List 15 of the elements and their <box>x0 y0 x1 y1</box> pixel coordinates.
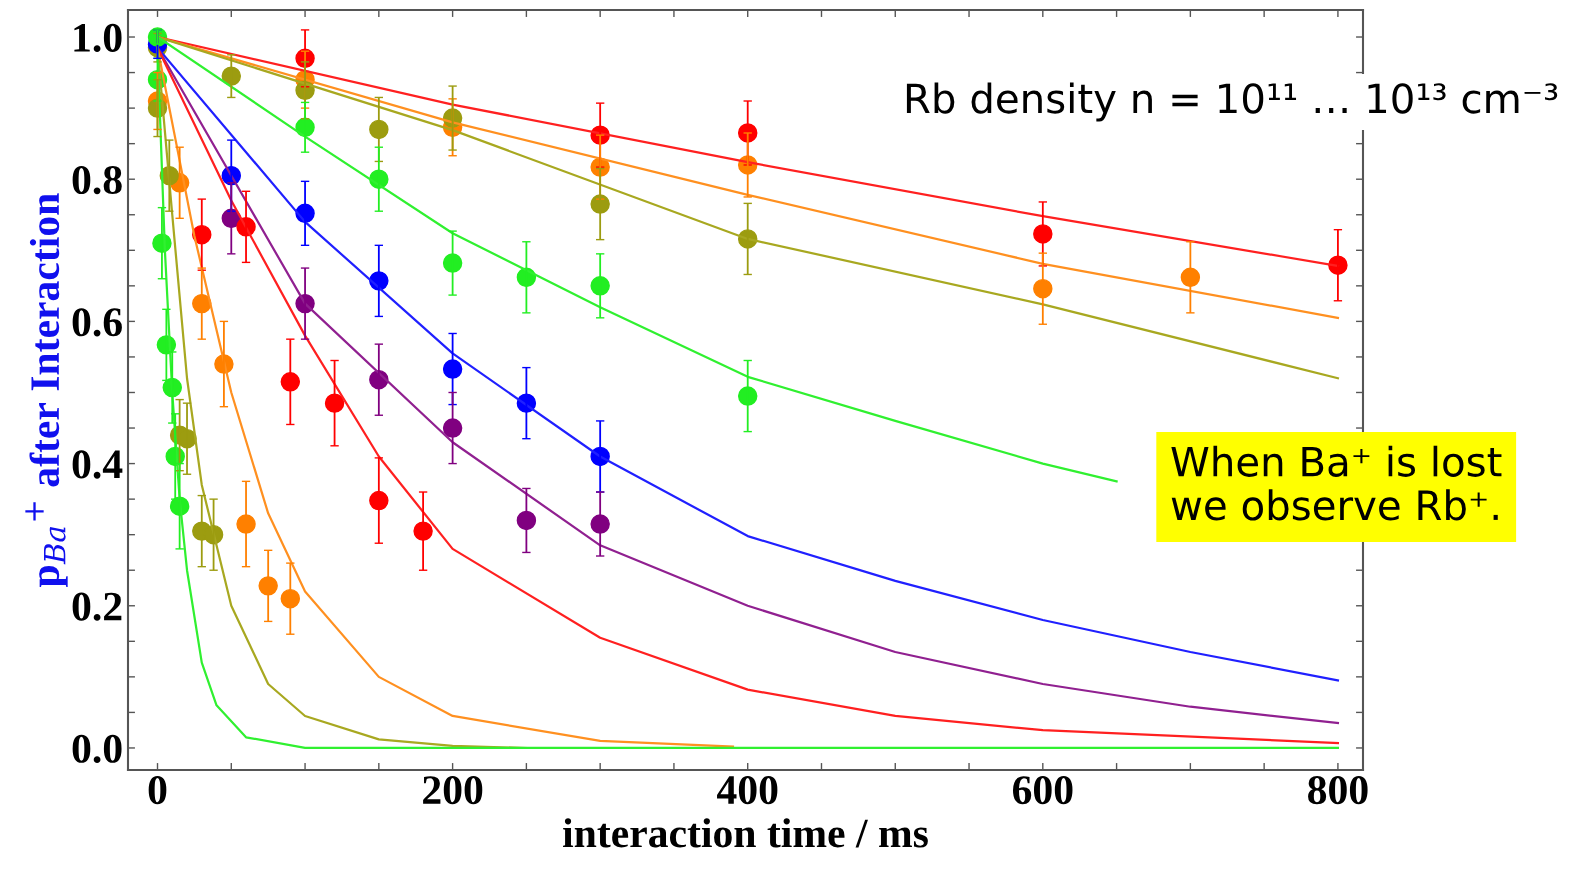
y-tick-label: 0.6 <box>72 308 122 337</box>
x-tick-label: 400 <box>717 776 778 805</box>
y-tick-label: 1.0 <box>74 23 122 53</box>
y-tick-label: 0.8 <box>72 165 122 195</box>
x-tick-label: 0 <box>148 776 167 805</box>
y-tick-label: 0.2 <box>72 592 122 621</box>
x-tick-label: 800 <box>1308 776 1368 805</box>
y-axis-title: p$_{Ba}$$^{+}$ after Interaction <box>25 193 68 587</box>
y-tick-label: 0.4 <box>72 450 123 479</box>
annotation: Rb density n = 10¹¹ … 10¹³ cm⁻³ <box>906 82 1558 122</box>
x-tick-label: 200 <box>423 776 483 805</box>
x-tick-label: 600 <box>1012 776 1073 805</box>
y-tick-label: 0.0 <box>72 734 122 764</box>
x-axis-title: interaction time / ms <box>563 818 928 848</box>
annotation: When Ba⁺ is lost we observe Rb⁺. <box>1171 445 1502 521</box>
